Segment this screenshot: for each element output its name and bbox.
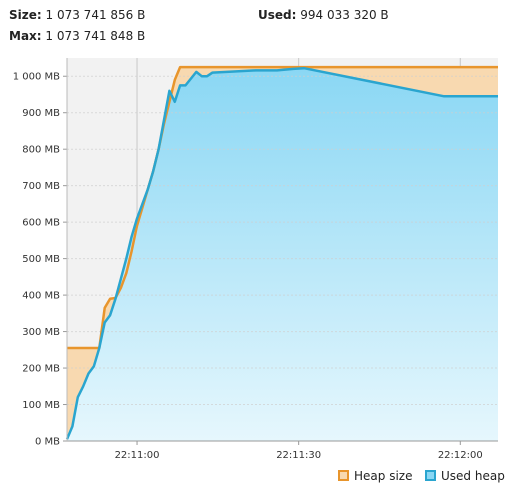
y-tick-label: 800 MB [22, 145, 60, 156]
max-label: Max: [9, 29, 42, 43]
legend-used-label: Used heap [441, 469, 505, 483]
y-tick-label: 1 000 MB [13, 72, 60, 83]
heap-size-stat: Size: 1 073 741 856 B [9, 8, 145, 22]
y-tick-label: 0 MB [35, 437, 60, 448]
y-tick-label: 400 MB [22, 291, 60, 302]
x-tick-label: 22:11:00 [115, 450, 160, 461]
memory-stats: Size: 1 073 741 856 B Used: 994 033 320 … [0, 0, 515, 50]
max-heap-stat: Max: 1 073 741 848 B [9, 29, 145, 43]
heap-chart: 0 MB 100 MB 200 MB 300 MB 400 MB 500 MB 600 MB… [13, 58, 498, 461]
used-heap-swatch [425, 470, 436, 481]
used-heap-area [67, 68, 498, 441]
legend-used-heap: Used heap [425, 469, 505, 483]
size-label: Size: [9, 8, 42, 22]
legend-heap-label: Heap size [354, 469, 413, 483]
used-label: Used: [258, 8, 297, 22]
legend-heap-size: Heap size [338, 469, 412, 483]
y-tick-label: 100 MB [22, 400, 60, 411]
max-value: 1 073 741 848 B [45, 29, 146, 43]
x-tick-label: 22:12:00 [438, 450, 483, 461]
y-tick-label: 900 MB [22, 108, 60, 119]
y-tick-label: 600 MB [22, 218, 60, 229]
heap-size-line [67, 65, 498, 350]
x-tick-label: 22:11:30 [276, 450, 321, 461]
size-value: 1 073 741 856 B [45, 8, 146, 22]
y-tick-label: 500 MB [22, 254, 60, 265]
used-value: 994 033 320 B [300, 8, 389, 22]
y-tick-label: 700 MB [22, 181, 60, 192]
used-heap-stat: Used: 994 033 320 B [258, 8, 389, 22]
heap-size-swatch [338, 470, 349, 481]
y-tick-label: 200 MB [22, 364, 60, 375]
y-tick-label: 300 MB [22, 327, 60, 338]
used-heap-line [65, 66, 498, 440]
